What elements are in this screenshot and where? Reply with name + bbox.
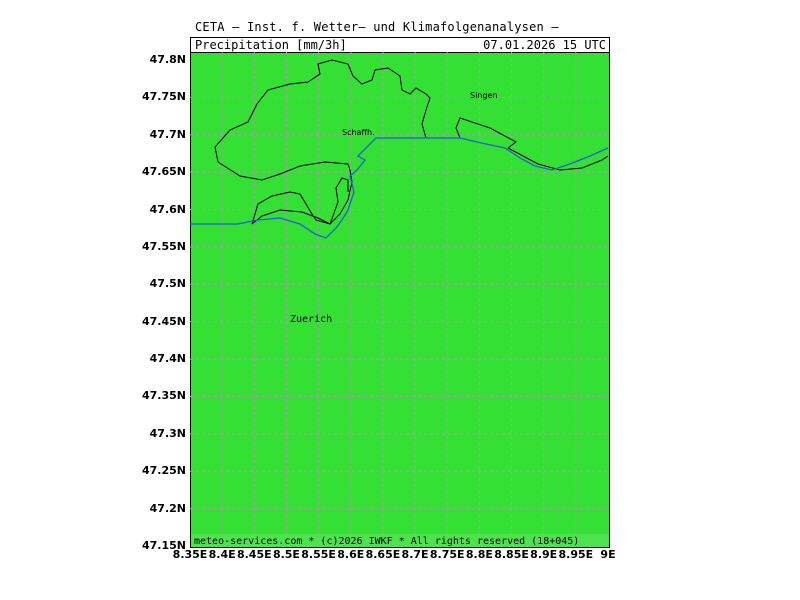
place-label-zuerich: Zuerich xyxy=(290,314,332,325)
parameter-label: Precipitation [mm/3h] xyxy=(195,38,347,52)
longitude-tick-label: 9E xyxy=(600,548,616,561)
latitude-tick-label: 47.45N xyxy=(142,314,186,328)
rhine-river xyxy=(190,137,609,239)
longitude-tick-label: 8.5E xyxy=(272,548,300,561)
precipitation-field xyxy=(190,52,610,548)
latitude-tick-label: 47.5N xyxy=(149,277,186,291)
grid-lines xyxy=(190,52,610,548)
footer-credit: meteo-services.com * (c)2026 IWKF * All … xyxy=(194,536,579,547)
latitude-tick-label: 47.75N xyxy=(142,90,186,104)
longitude-tick-label: 8.8E xyxy=(465,548,493,561)
latitude-tick-label: 47.15N xyxy=(142,539,186,552)
header-title: CETA — Inst. f. Wetter— und Klimafolgena… xyxy=(195,20,559,34)
longitude-tick-label: 8.7E xyxy=(401,548,429,561)
forecast-datetime: 07.01.2026 15 UTC xyxy=(483,38,606,52)
country-border-north xyxy=(214,59,517,163)
latitude-tick-label: 47.65N xyxy=(142,165,186,179)
country-border-loop xyxy=(251,177,349,225)
longitude-tick-label: 8.95E xyxy=(558,548,594,561)
latitude-tick-label: 47.25N xyxy=(142,464,186,478)
longitude-tick-label: 8.65E xyxy=(365,548,401,561)
latitude-tick-label: 47.35N xyxy=(142,389,186,403)
latitude-tick-label: 47.4N xyxy=(149,352,186,366)
longitude-tick-label: 8.45E xyxy=(236,548,272,561)
longitude-tick-label: 8.85E xyxy=(494,548,529,561)
latitude-tick-label: 47.7N xyxy=(149,127,186,141)
latitude-tick-label: 47.2N xyxy=(149,501,186,515)
country-border-east xyxy=(507,147,609,171)
longitude-tick-label: 8.75E xyxy=(429,548,465,561)
longitude-tick-label: 8.6E xyxy=(337,548,365,561)
header-info-box: Precipitation [mm/3h] 07.01.2026 15 UTC xyxy=(190,37,610,53)
latitude-tick-label: 47.3N xyxy=(149,426,186,440)
longitude-tick-label: 8.9E xyxy=(530,548,558,561)
precipitation-map: Singen Schaffh. Zuerich meteo-services.c… xyxy=(190,52,610,548)
latitude-tick-label: 47.55N xyxy=(142,239,186,253)
place-label-singen: Singen xyxy=(470,91,497,100)
place-label-schaffhausen: Schaffh. xyxy=(342,128,375,137)
longitude-tick-label: 8.4E xyxy=(208,548,236,561)
longitude-tick-label: 8.55E xyxy=(301,548,336,561)
latitude-tick-label: 47.6N xyxy=(149,202,186,216)
latitude-tick-label: 47.8N xyxy=(149,53,186,66)
footer-band xyxy=(191,534,609,547)
longitude-tick-label: 8.35E xyxy=(172,548,208,561)
